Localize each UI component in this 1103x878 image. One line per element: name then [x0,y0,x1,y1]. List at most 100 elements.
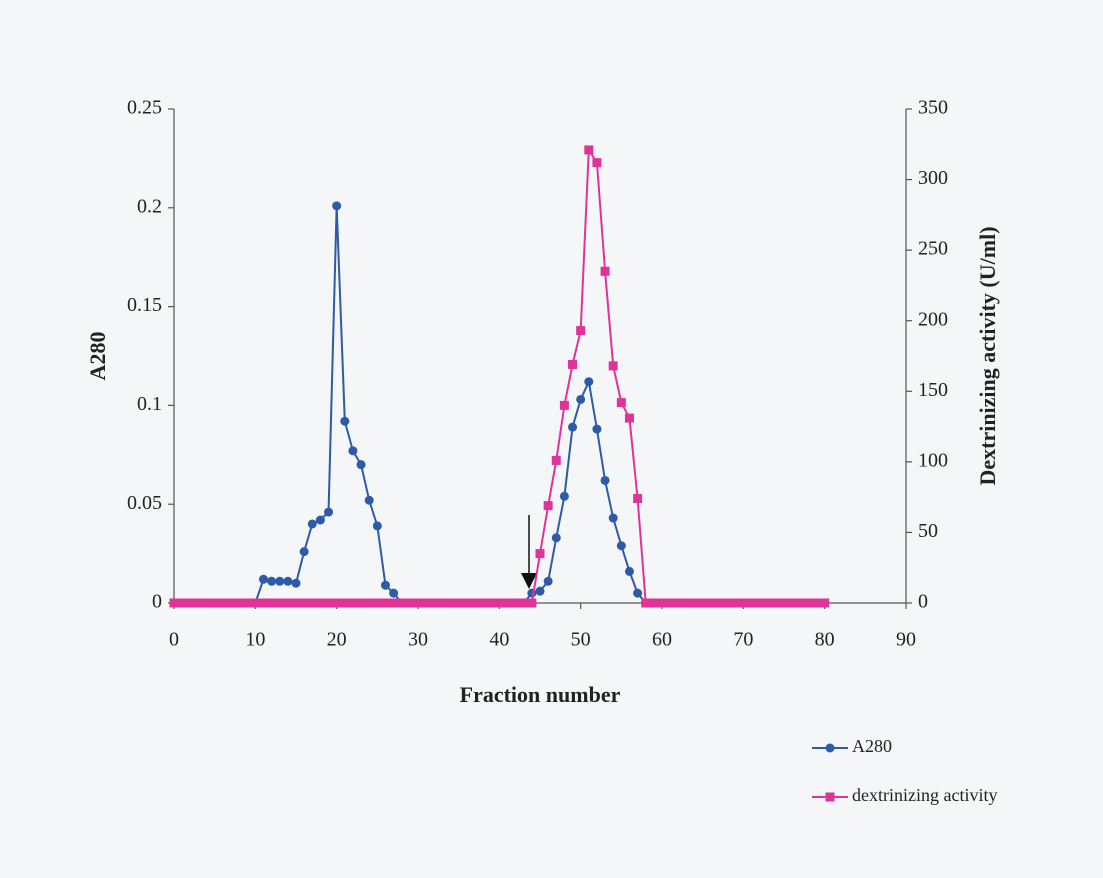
marker [543,576,553,586]
marker [527,598,537,608]
marker [234,598,244,608]
marker [486,598,496,608]
marker [494,598,504,608]
marker [348,598,358,608]
marker [364,598,374,608]
marker [755,598,765,608]
marker [446,598,456,608]
marker [275,598,285,608]
marker [803,598,813,608]
marker [291,598,301,608]
marker [746,598,756,608]
marker [502,598,512,608]
y-tick-label: 0 [152,591,162,613]
marker [649,598,659,608]
y2-tick-label: 200 [918,308,948,330]
marker [210,598,220,608]
marker [356,460,366,470]
marker [690,598,700,608]
arrow [521,515,537,589]
marker [258,598,268,608]
marker [291,578,301,588]
marker [624,413,634,423]
y-tick-label: 0.25 [127,97,162,119]
marker [405,598,415,608]
marker [389,588,399,598]
marker [348,446,358,456]
marker [730,598,740,608]
y2-axis-label: Dextrinizing activity (U/ml) [975,226,1000,485]
marker [722,598,732,608]
marker [169,598,179,608]
marker [592,424,602,434]
marker [299,547,309,557]
marker [364,495,374,505]
legend-marker [825,743,835,753]
marker [283,576,293,586]
marker [454,598,464,608]
marker [714,598,724,608]
x-tick-label: 50 [571,629,591,651]
marker [193,598,203,608]
y-tick-label: 0.15 [127,294,162,316]
marker [218,598,228,608]
marker [307,519,317,529]
marker [275,576,285,586]
marker [673,598,683,608]
marker [820,598,830,608]
marker [332,201,342,211]
marker [437,598,447,608]
y-axis-label: A280 [85,332,110,381]
marker [250,598,260,608]
marker [624,566,634,576]
marker [372,598,382,608]
marker [478,598,488,608]
x-tick-label: 70 [733,629,753,651]
marker [633,494,643,504]
marker [592,158,602,168]
marker [779,598,789,608]
marker [307,598,317,608]
marker [226,598,236,608]
marker [267,576,277,586]
y2-tick-label: 50 [918,520,938,542]
marker [372,521,382,531]
marker [315,515,325,525]
marker [584,377,594,387]
y2-tick-label: 150 [918,379,948,401]
marker [511,598,521,608]
marker [559,400,569,410]
x-tick-label: 20 [327,629,347,651]
marker [258,574,268,584]
marker [576,326,586,336]
marker [568,422,578,432]
marker [413,598,423,608]
y2-tick-label: 100 [918,449,948,471]
marker [421,598,431,608]
marker [771,598,781,608]
y2-tick-label: 350 [918,97,948,119]
marker [332,598,342,608]
marker [641,598,651,608]
marker [616,398,626,408]
marker [706,598,716,608]
marker [576,394,586,404]
marker [616,541,626,551]
marker [559,491,569,501]
marker [608,361,618,371]
x-tick-label: 90 [896,629,916,651]
y-tick-label: 0.2 [137,195,162,217]
marker [551,533,561,543]
marker [356,598,366,608]
marker [397,598,407,608]
marker [795,598,805,608]
marker [787,598,797,608]
y2-tick-label: 300 [918,167,948,189]
marker [600,475,610,485]
marker [470,598,480,608]
marker [600,266,610,276]
y2-tick-label: 0 [918,591,928,613]
